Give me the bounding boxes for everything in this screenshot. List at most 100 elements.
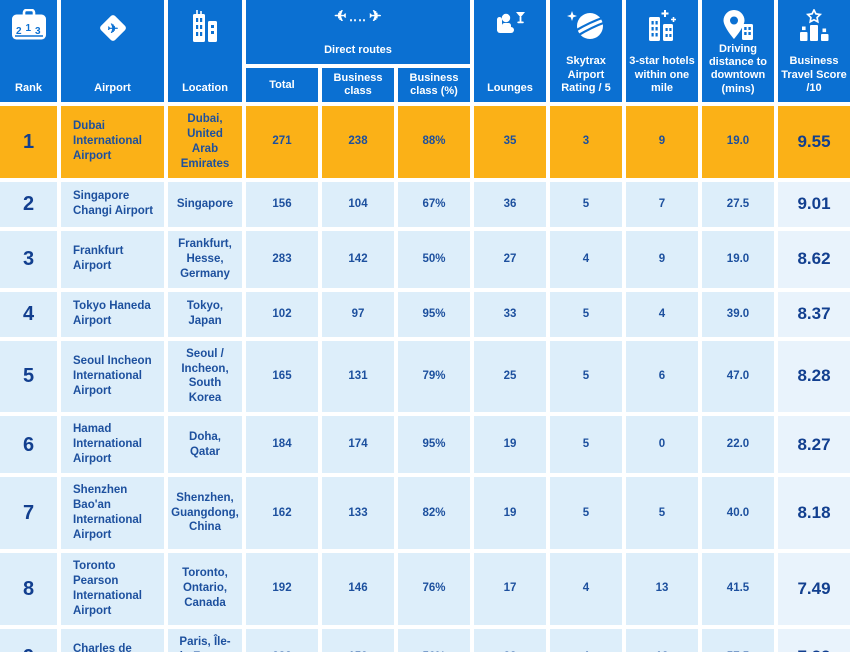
header-direct-routes-label: Direct routes <box>324 43 392 56</box>
table-row: 1 Dubai International Airport Dubai, Uni… <box>0 106 850 178</box>
hotels-cell: 7 <box>626 181 698 227</box>
skytrax-rating-cell: 5 <box>550 291 622 337</box>
skytrax-rating-cell: 4 <box>550 552 622 625</box>
lounges-cell: 25 <box>474 340 546 413</box>
business-class-pct-cell: 56% <box>398 628 470 652</box>
table-row: 5 Seoul Incheon International Airport Se… <box>0 340 850 413</box>
total-routes-cell: 283 <box>246 230 318 288</box>
driving-distance-cell: 27.5 <box>702 181 774 227</box>
score-cell: 8.27 <box>778 416 850 474</box>
business-class-pct-cell: 79% <box>398 340 470 413</box>
business-class-cell: 97 <box>322 291 394 337</box>
header-hotels-label: 3-star hotels within one mile <box>629 55 695 94</box>
business-class-cell: 146 <box>322 552 394 625</box>
business-class-cell: 159 <box>322 628 394 652</box>
lounges-cell: 19 <box>474 477 546 549</box>
rank-cell: 8 <box>0 552 57 625</box>
score-cell: 8.28 <box>778 340 850 413</box>
business-class-cell: 238 <box>322 106 394 178</box>
table-row: 7 Shenzhen Bao'an International Airport … <box>0 477 850 549</box>
airport-cell: Dubai International Airport <box>61 106 164 178</box>
header-business-class-pct: Business class (%) <box>398 68 470 102</box>
header-location: Location <box>168 0 242 102</box>
lounges-cell: 35 <box>474 106 546 178</box>
total-routes-cell: 192 <box>246 552 318 625</box>
airport-cell: Toronto Pearson International Airport <box>61 552 164 625</box>
header-business-class: Business class <box>322 68 394 102</box>
hotels-cell: 0 <box>626 416 698 474</box>
header-driving-label: Driving distance to downtown (mins) <box>708 43 768 95</box>
hotel-buildings-star-icon <box>645 9 679 43</box>
header-rank-label: Rank <box>15 81 42 94</box>
rank-cell: 4 <box>0 291 57 337</box>
skytrax-rating-cell: 3 <box>550 106 622 178</box>
rank-cell: 9 <box>0 628 57 652</box>
location-cell: Singapore <box>168 181 242 227</box>
driving-distance-cell: 40.0 <box>702 477 774 549</box>
lounges-cell: 33 <box>474 291 546 337</box>
header-lounges-label: Lounges <box>487 81 533 94</box>
hotels-cell: 5 <box>626 477 698 549</box>
total-routes-cell: 184 <box>246 416 318 474</box>
score-cell: 7.49 <box>778 552 850 625</box>
skytrax-rating-cell: 4 <box>550 628 622 652</box>
lounges-cell: 27 <box>474 230 546 288</box>
business-class-pct-cell: 82% <box>398 477 470 549</box>
driving-distance-cell: 39.0 <box>702 291 774 337</box>
business-class-pct-cell: 88% <box>398 106 470 178</box>
airport-cell: Frankfurt Airport <box>61 230 164 288</box>
business-class-pct-cell: 76% <box>398 552 470 625</box>
hotels-cell: 9 <box>626 106 698 178</box>
header-total: Total <box>246 68 318 102</box>
table-body: 1 Dubai International Airport Dubai, Uni… <box>0 106 850 652</box>
svg-text:✈: ✈ <box>107 21 118 36</box>
total-routes-cell: 271 <box>246 106 318 178</box>
rank-cell: 6 <box>0 416 57 474</box>
score-cell: 8.62 <box>778 230 850 288</box>
lounges-cell: 17 <box>474 552 546 625</box>
globe-star-icon <box>566 9 606 43</box>
airport-cell: Shenzhen Bao'an International Airport <box>61 477 164 549</box>
driving-distance-cell: 22.0 <box>702 416 774 474</box>
table-row: 8 Toronto Pearson International Airport … <box>0 552 850 625</box>
table-row: 2 Singapore Changi Airport Singapore 156… <box>0 181 850 227</box>
header-direct-routes-group: ✈ ‥ ‥ ✈ Direct routes <box>246 0 470 64</box>
header-driving: Driving distance to downtown (mins) <box>702 0 774 102</box>
table-row: 9 Charles de Gaulle Airport Paris, Île-d… <box>0 628 850 652</box>
total-routes-cell: 102 <box>246 291 318 337</box>
business-class-cell: 174 <box>322 416 394 474</box>
driving-distance-cell: 57.5 <box>702 628 774 652</box>
business-class-pct-cell: 95% <box>398 416 470 474</box>
rank-cell: 2 <box>0 181 57 227</box>
table-row: 3 Frankfurt Airport Frankfurt, Hesse, Ge… <box>0 230 850 288</box>
location-cell: Seoul / Incheon, South Korea <box>168 340 242 413</box>
business-class-cell: 133 <box>322 477 394 549</box>
business-class-pct-cell: 95% <box>398 291 470 337</box>
total-routes-cell: 165 <box>246 340 318 413</box>
header-location-label: Location <box>182 81 228 94</box>
score-cell: 8.18 <box>778 477 850 549</box>
rank-podium-briefcase-icon: 2 1 3 <box>11 9 47 41</box>
two-planes-routes-icon: ✈ ‥ ‥ ✈ <box>334 8 382 25</box>
score-cell: 9.55 <box>778 106 850 178</box>
table-row: 4 Tokyo Haneda Airport Tokyo, Japan 102 … <box>0 291 850 337</box>
business-class-cell: 104 <box>322 181 394 227</box>
airport-sign-plane-icon: ✈ <box>94 9 132 47</box>
total-routes-cell: 282 <box>246 628 318 652</box>
rank-cell: 5 <box>0 340 57 413</box>
driving-distance-cell: 47.0 <box>702 340 774 413</box>
driving-distance-cell: 19.0 <box>702 106 774 178</box>
location-cell: Shenzhen, Guangdong, China <box>168 477 242 549</box>
skytrax-rating-cell: 5 <box>550 181 622 227</box>
hotels-cell: 6 <box>626 340 698 413</box>
business-class-cell: 131 <box>322 340 394 413</box>
total-routes-cell: 162 <box>246 477 318 549</box>
rank-cell: 7 <box>0 477 57 549</box>
airport-cell: Charles de Gaulle Airport <box>61 628 164 652</box>
business-class-pct-cell: 67% <box>398 181 470 227</box>
score-cell: 8.37 <box>778 291 850 337</box>
rank-cell: 1 <box>0 106 57 178</box>
header-rank: 2 1 3 Rank <box>0 0 57 102</box>
hotels-cell: 4 <box>626 291 698 337</box>
map-pin-building-icon <box>720 9 756 43</box>
